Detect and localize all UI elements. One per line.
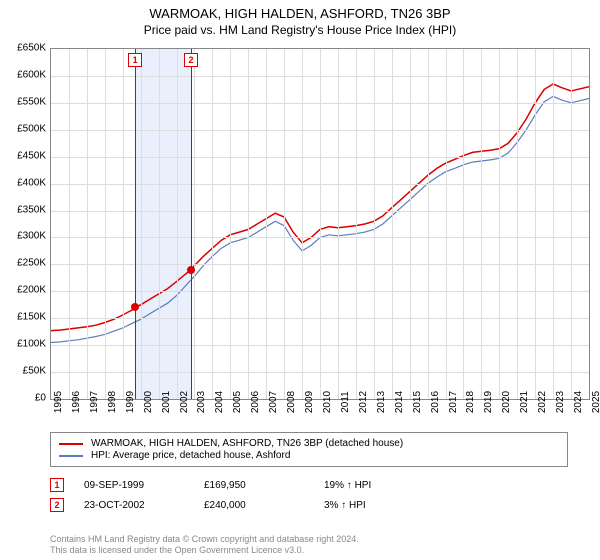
y-axis-label: £100K	[2, 339, 46, 350]
x-axis-label: 2015	[412, 391, 423, 413]
y-axis-label: £250K	[2, 258, 46, 269]
transaction-date: 23-OCT-2002	[84, 500, 204, 511]
legend-label: HPI: Average price, detached house, Ashf…	[91, 450, 290, 461]
x-axis-label: 2013	[376, 391, 387, 413]
data-point-marker	[131, 303, 139, 311]
x-axis-label: 2016	[430, 391, 441, 413]
x-axis-label: 2017	[448, 391, 459, 413]
title-area: WARMOAK, HIGH HALDEN, ASHFORD, TN26 3BP …	[0, 0, 600, 37]
x-axis-label: 2022	[537, 391, 548, 413]
y-axis-label: £650K	[2, 43, 46, 54]
x-axis-label: 2000	[143, 391, 154, 413]
y-axis-label: £400K	[2, 177, 46, 188]
footer-attribution: Contains HM Land Registry data © Crown c…	[50, 534, 359, 556]
plot-area: 12	[50, 48, 590, 400]
table-row: 2 23-OCT-2002 £240,000 3% ↑ HPI	[50, 498, 444, 512]
transaction-marker: 1	[128, 53, 142, 67]
y-axis-label: £450K	[2, 150, 46, 161]
y-axis-label: £550K	[2, 96, 46, 107]
x-axis-label: 1999	[125, 391, 136, 413]
footer-line: This data is licensed under the Open Gov…	[50, 545, 359, 556]
x-axis-label: 2024	[573, 391, 584, 413]
transactions-table: 1 09-SEP-1999 £169,950 19% ↑ HPI 2 23-OC…	[50, 478, 444, 518]
y-axis-label: £200K	[2, 285, 46, 296]
transaction-diff: 19% ↑ HPI	[324, 480, 444, 491]
chart-subtitle: Price paid vs. HM Land Registry's House …	[0, 23, 600, 37]
y-axis-label: £350K	[2, 204, 46, 215]
footer-line: Contains HM Land Registry data © Crown c…	[50, 534, 359, 545]
x-axis-label: 2021	[519, 391, 530, 413]
x-axis-label: 2019	[483, 391, 494, 413]
legend-item: WARMOAK, HIGH HALDEN, ASHFORD, TN26 3BP …	[59, 438, 559, 449]
x-axis-label: 2007	[268, 391, 279, 413]
x-axis-label: 2006	[250, 391, 261, 413]
x-axis-label: 2003	[196, 391, 207, 413]
transaction-price: £240,000	[204, 500, 324, 511]
transaction-diff: 3% ↑ HPI	[324, 500, 444, 511]
data-point-marker	[187, 266, 195, 274]
transaction-date: 09-SEP-1999	[84, 480, 204, 491]
x-axis-label: 2023	[555, 391, 566, 413]
x-axis-label: 2025	[591, 391, 600, 413]
y-axis-label: £50K	[2, 366, 46, 377]
y-axis-label: £0	[2, 393, 46, 404]
y-axis-label: £500K	[2, 123, 46, 134]
x-axis-label: 2009	[304, 391, 315, 413]
transaction-marker: 2	[184, 53, 198, 67]
legend-swatch	[59, 443, 83, 445]
transaction-price: £169,950	[204, 480, 324, 491]
x-axis-label: 1995	[53, 391, 64, 413]
x-axis-label: 2018	[465, 391, 476, 413]
transaction-marker: 1	[50, 478, 64, 492]
legend-box: WARMOAK, HIGH HALDEN, ASHFORD, TN26 3BP …	[50, 432, 568, 467]
transaction-marker: 2	[50, 498, 64, 512]
legend-item: HPI: Average price, detached house, Ashf…	[59, 450, 559, 461]
x-axis-label: 1997	[89, 391, 100, 413]
x-axis-label: 2011	[340, 391, 351, 413]
x-axis-label: 1998	[107, 391, 118, 413]
x-axis-label: 2012	[358, 391, 369, 413]
x-axis-label: 2002	[179, 391, 190, 413]
y-axis-label: £600K	[2, 69, 46, 80]
y-axis-label: £150K	[2, 312, 46, 323]
x-axis-label: 2014	[394, 391, 405, 413]
x-axis-label: 2001	[161, 391, 172, 413]
chart-title: WARMOAK, HIGH HALDEN, ASHFORD, TN26 3BP	[0, 6, 600, 21]
x-axis-label: 1996	[71, 391, 82, 413]
x-axis-label: 2004	[214, 391, 225, 413]
x-axis-label: 2008	[286, 391, 297, 413]
legend-swatch	[59, 455, 83, 457]
legend-label: WARMOAK, HIGH HALDEN, ASHFORD, TN26 3BP …	[91, 438, 403, 449]
x-axis-label: 2020	[501, 391, 512, 413]
y-axis-label: £300K	[2, 231, 46, 242]
table-row: 1 09-SEP-1999 £169,950 19% ↑ HPI	[50, 478, 444, 492]
x-axis-label: 2010	[322, 391, 333, 413]
x-axis-label: 2005	[232, 391, 243, 413]
chart-container: WARMOAK, HIGH HALDEN, ASHFORD, TN26 3BP …	[0, 0, 600, 560]
